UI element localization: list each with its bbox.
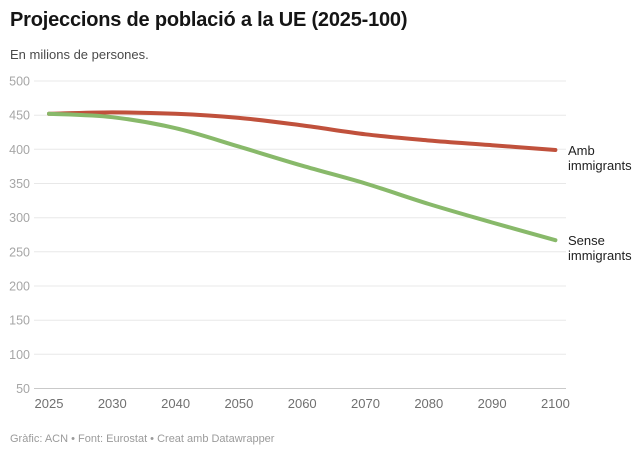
series-label-amb-immigrants: Amb immigrants [568, 143, 632, 173]
x-tick-label: 2090 [478, 396, 507, 411]
x-tick-label: 2070 [351, 396, 380, 411]
y-tick-label: 250 [9, 245, 30, 259]
y-tick-label: 500 [9, 75, 30, 89]
x-tick-label: 2040 [161, 396, 190, 411]
x-tick-label: 2080 [414, 396, 443, 411]
series-line-sense-immigrants [47, 111, 558, 243]
series-label-sense-immigrants: Sense immigrants [568, 233, 632, 263]
chart-title: Projeccions de població a la UE (2025-10… [10, 9, 408, 31]
x-tick-label: 2030 [98, 396, 127, 411]
footer-credit: Gràfic: ACN • Font: Eurostat • Creat amb… [10, 433, 275, 445]
x-tick-label: 2025 [35, 396, 64, 411]
x-tick-label: 2060 [288, 396, 317, 411]
y-tick-label: 100 [9, 348, 30, 362]
y-tick-label: 350 [9, 177, 30, 191]
y-tick-label: 300 [9, 211, 30, 225]
y-tick-label: 400 [9, 143, 30, 157]
x-tick-label: 2050 [224, 396, 253, 411]
y-tick-label: 150 [9, 314, 30, 328]
chart-subtitle: En milions de persones. [10, 47, 149, 62]
y-tick-label: 50 [16, 382, 30, 396]
x-tick-label: 2100 [541, 396, 570, 411]
y-tick-label: 200 [9, 280, 30, 294]
y-tick-label: 450 [9, 109, 30, 123]
series-line-amb-immigrants [47, 110, 558, 152]
